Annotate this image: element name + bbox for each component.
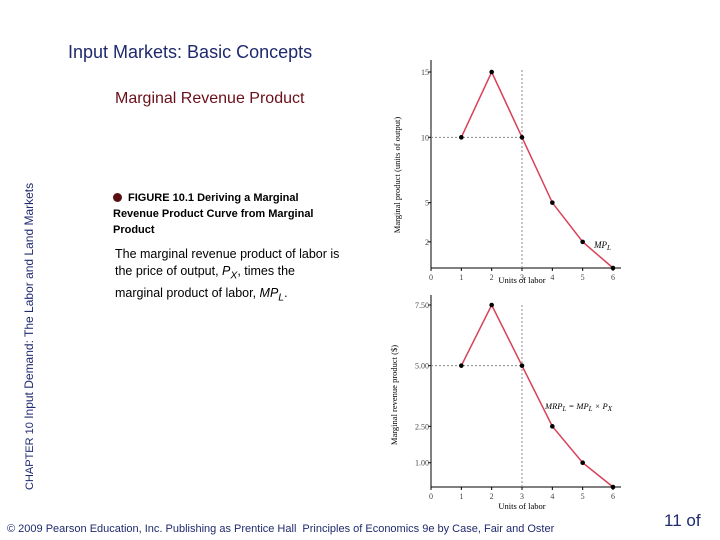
panel2-series-line — [460, 303, 614, 488]
panel2-y-tick-label-2: 2.50 — [415, 422, 429, 431]
panel1-x-tick-label-0: 0 — [429, 273, 433, 282]
panel2-x-tick-label-2: 2 — [490, 492, 494, 501]
panel2-x-tick-label-3: 3 — [520, 492, 524, 501]
panel2-x-tick-label-5: 5 — [581, 492, 585, 501]
panel2-y-tick-label-0: 7.50 — [415, 301, 429, 310]
figure-bullet-icon — [113, 193, 122, 202]
description-px: PX — [222, 264, 238, 282]
panel2-x-axis-label: Units of labor — [498, 501, 545, 511]
panel1-y-tick-label-1: 10 — [421, 133, 429, 142]
figure-caption-text: FIGURE 10.1 Deriving a Marginal Revenue … — [113, 192, 314, 236]
panel2-data-point-2 — [519, 363, 525, 368]
footer: © 2009 Pearson Education, Inc. Publishin… — [7, 523, 554, 535]
description-text-3: . — [284, 285, 288, 300]
panel2-y-axis-label: Marginal revenue product ($) — [389, 345, 399, 445]
figure-caption: FIGURE 10.1 Deriving a Marginal Revenue … — [113, 190, 343, 238]
panel2-data-point-4 — [580, 460, 585, 466]
slide-title: Input Markets: Basic Concepts — [68, 42, 313, 62]
panel1-x-tick-label-5: 5 — [581, 273, 585, 282]
panel1-x-tick-label-6: 6 — [611, 273, 615, 282]
panel2-x-tick-label-1: 1 — [459, 492, 463, 501]
panel1-y-tick-label-0: 15 — [421, 68, 429, 77]
panel1-x-tick-label-3: 3 — [520, 273, 524, 282]
panel2-curve-label: MRPL = MPL × PX — [544, 401, 613, 413]
panel2-data-point-3 — [550, 424, 555, 429]
description-text-2: , times the marginal product of labor, — [115, 264, 295, 300]
panel2-y-tick-label-1: 5.00 — [415, 362, 429, 371]
panel2-x-tick-label-4: 4 — [550, 492, 554, 501]
panel1-x-tick-label-2: 2 — [490, 273, 494, 282]
panel2-x-tick-label-0: 0 — [429, 492, 433, 501]
panel1-data-point-4 — [580, 239, 585, 245]
page-number: 11 of — [664, 511, 701, 530]
panel1-x-tick-label-1: 1 — [459, 273, 463, 282]
panel1-data-point-2 — [519, 135, 525, 140]
panel1-data-point-5 — [610, 265, 616, 271]
panel1-data-point-1 — [489, 69, 494, 75]
panel2-data-point-5 — [610, 484, 616, 490]
slide-subtitle: Marginal Revenue Product — [115, 90, 305, 107]
figure-description: The marginal revenue product of labor is… — [115, 246, 343, 306]
panel1-y-tick-label-3: 2 — [425, 238, 429, 247]
panel1-x-tick-label-4: 4 — [550, 273, 554, 282]
copyright-text: © 2009 Pearson Education, Inc. Publishin… — [7, 523, 297, 535]
panel2-data-point-0 — [459, 363, 464, 368]
panel1-x-axis-label: Units of labor — [498, 275, 545, 285]
book-credit: Principles of Economics 9e by Case, Fair… — [302, 523, 555, 535]
panel1-y-tick-label-2: 5 — [425, 199, 429, 208]
panel1-data-point-3 — [550, 200, 555, 205]
description-mpl: MPL — [259, 285, 285, 304]
panel1-y-axis-label: Marginal product (units of output) — [392, 117, 402, 234]
panel2-data-point-1 — [489, 302, 494, 308]
panel1-curve-label: MPL — [593, 240, 611, 252]
panel2-y-tick-label-3: 1.00 — [415, 459, 429, 468]
panel2-x-tick-label-6: 6 — [611, 492, 615, 501]
panel1-series-line — [460, 70, 614, 269]
description-text-1: The marginal revenue product of labor is… — [115, 247, 340, 278]
panel1-data-point-0 — [459, 135, 464, 140]
